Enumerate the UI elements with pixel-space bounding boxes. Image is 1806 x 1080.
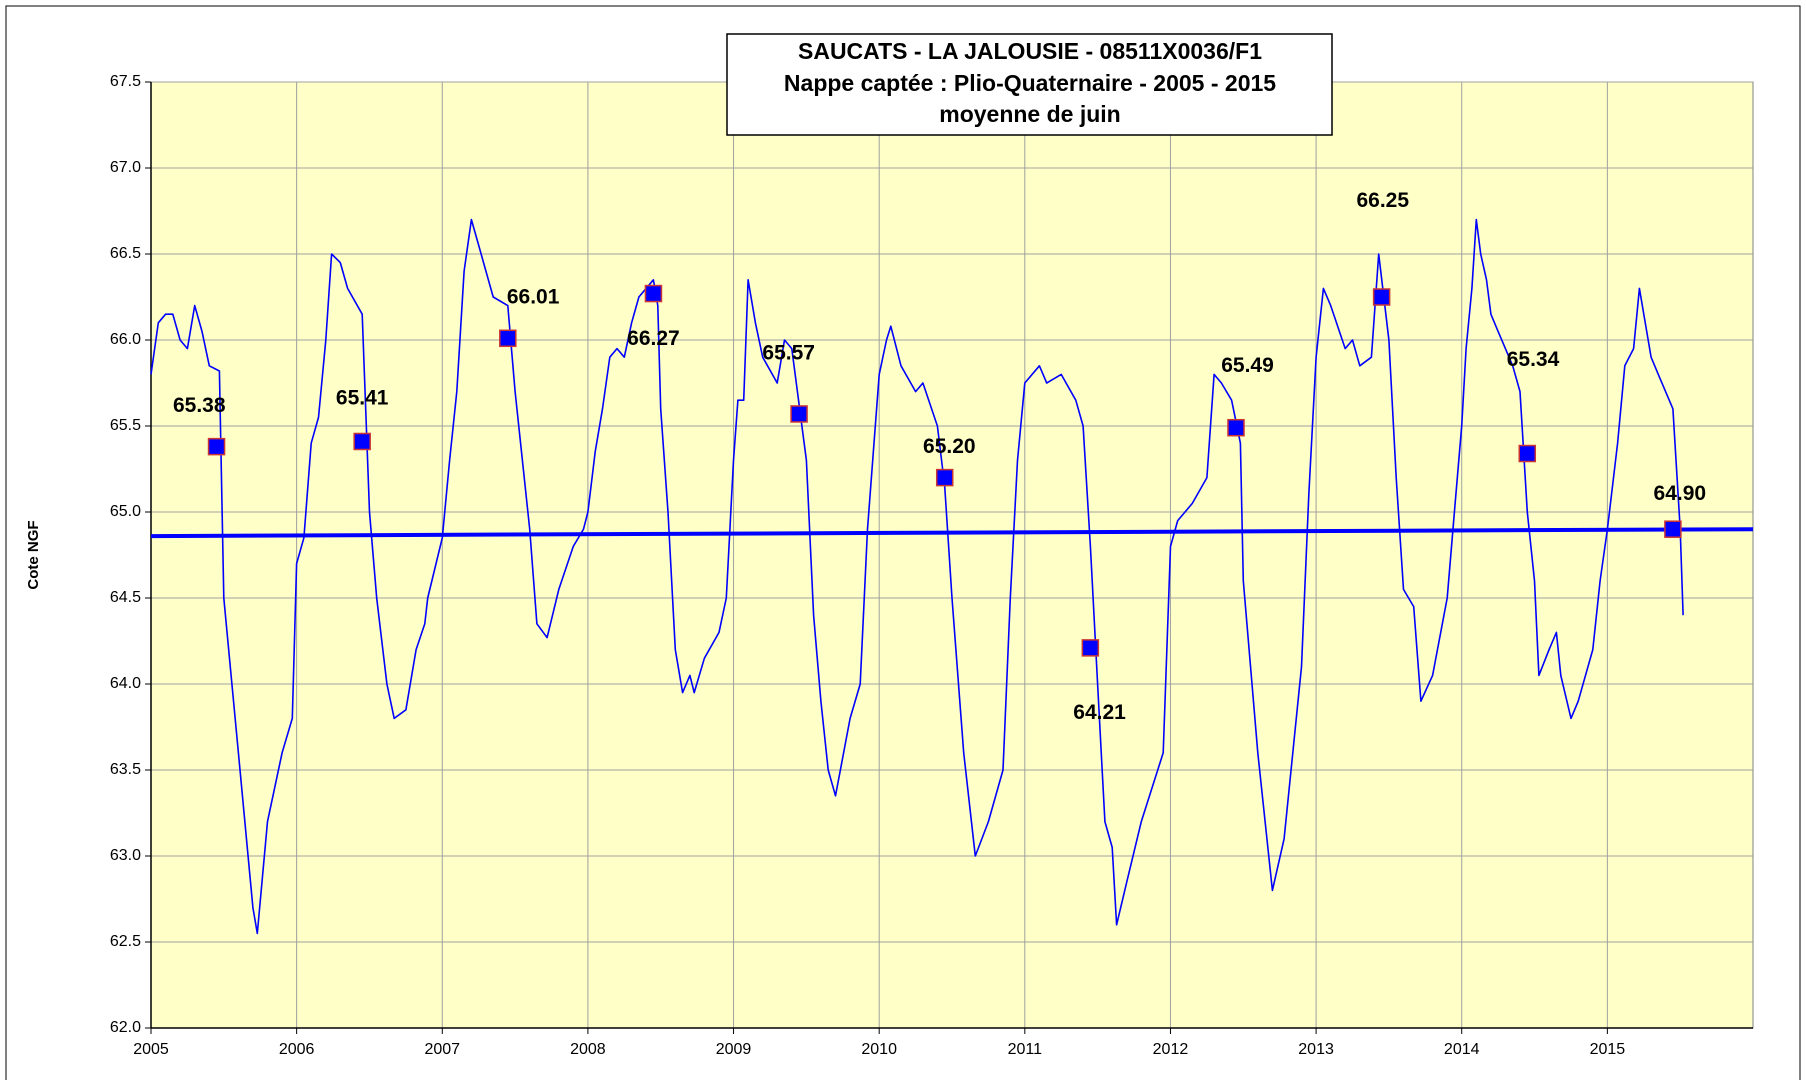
y-tick-label: 64.0 — [110, 675, 141, 692]
data-point — [1081, 639, 1100, 657]
data-label: 66.25 — [1356, 189, 1409, 212]
y-tick-label: 63.5 — [110, 761, 141, 778]
data-label: 65.41 — [336, 386, 389, 409]
data-label: 66.27 — [627, 327, 680, 350]
data-line — [150, 218, 1684, 935]
x-tick-label: 2010 — [861, 1041, 897, 1058]
data-label: 66.01 — [507, 286, 560, 309]
y-tick-label: 65.5 — [110, 417, 141, 434]
y-axis-label: Cote NGF — [25, 520, 42, 589]
y-tick-label: 67.5 — [110, 73, 141, 90]
x-tick-label: 2009 — [716, 1041, 752, 1058]
plot-background — [150, 81, 1754, 1029]
y-tick-label: 66.5 — [110, 245, 141, 262]
x-tick-label: 2011 — [1008, 1041, 1043, 1058]
data-point — [790, 405, 808, 423]
data-label: 65.49 — [1221, 354, 1274, 377]
data-point — [1518, 444, 1537, 463]
data-point — [353, 432, 371, 451]
data-point — [1372, 288, 1391, 306]
y-tick-label: 64.5 — [110, 589, 141, 606]
y-tick-label: 63.0 — [110, 847, 141, 864]
y-tick-label: 67.0 — [110, 159, 141, 176]
chart-title: moyenne de juin — [939, 101, 1120, 127]
data-point — [935, 468, 954, 487]
x-tick-label: 2007 — [424, 1041, 460, 1058]
data-label: 64.90 — [1654, 482, 1707, 505]
data-point — [644, 284, 663, 303]
data-label: 65.20 — [923, 435, 976, 458]
x-tick-label: 2006 — [279, 1041, 315, 1058]
data-label: 65.57 — [762, 342, 815, 365]
data-point — [1227, 418, 1245, 437]
y-tick-label: 62.0 — [110, 1019, 141, 1036]
x-tick-label: 2012 — [1153, 1041, 1189, 1058]
data-label: 64.21 — [1073, 701, 1126, 724]
y-tick-label: 65.0 — [110, 503, 141, 520]
x-tick-label: 2013 — [1298, 1041, 1334, 1058]
y-tick-label: 62.5 — [110, 933, 141, 950]
data-point — [499, 329, 517, 348]
data-label: 65.34 — [1507, 348, 1560, 371]
data-label: 65.38 — [173, 394, 226, 417]
chart-title: SAUCATS - LA JALOUSIE - 08511X0036/F1 — [798, 38, 1262, 64]
x-tick-label: 2005 — [133, 1041, 169, 1058]
data-point — [1664, 520, 1682, 538]
x-tick-label: 2015 — [1590, 1041, 1626, 1058]
data-point — [207, 437, 226, 456]
y-tick-label: 66.0 — [110, 331, 141, 348]
chart-title: Nappe captée : Plio-Quaternaire - 2005 -… — [784, 70, 1276, 96]
x-tick-label: 2014 — [1444, 1041, 1480, 1058]
trend-line — [150, 527, 1754, 539]
title-box — [726, 33, 1333, 136]
x-tick-label: 2008 — [570, 1041, 606, 1058]
plot-area: 62.0 62.5 63.0 63.5 64.0 64.5 65.0 65.5 66.0 66.5… — [110, 73, 1754, 1058]
